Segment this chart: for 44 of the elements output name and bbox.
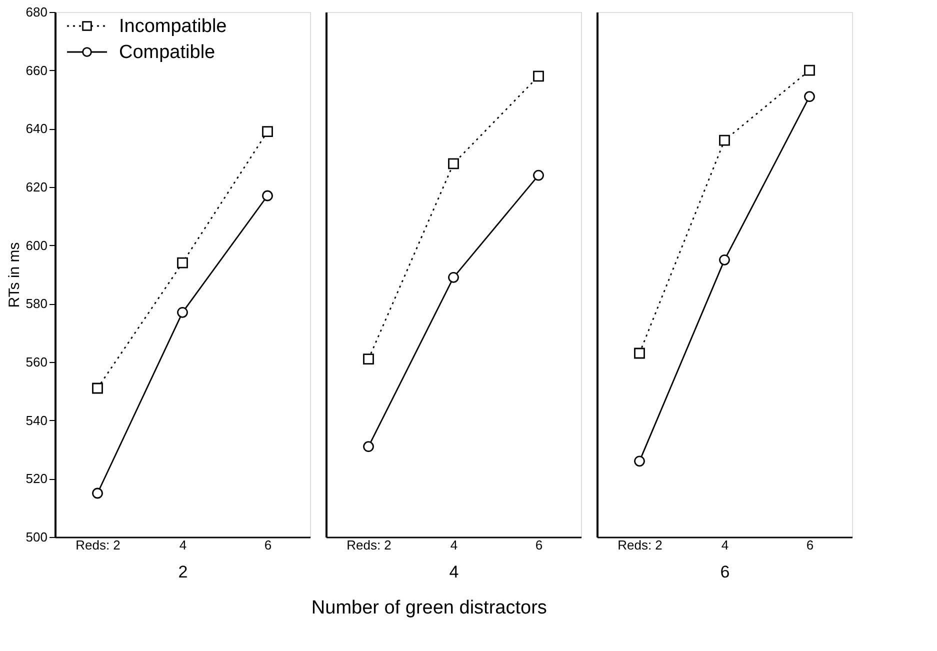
y-tick-label: 580	[26, 296, 48, 312]
y-tick-label: 640	[26, 121, 48, 136]
point	[533, 70, 544, 82]
point	[92, 488, 103, 499]
point	[448, 272, 459, 283]
point	[804, 64, 815, 76]
y-tick-label: 660	[26, 62, 48, 78]
point	[634, 348, 645, 359]
point	[262, 190, 273, 202]
x-axis-title: 6	[720, 562, 730, 582]
x-axis-title: 4	[449, 562, 459, 582]
x-tick-label: 6	[264, 538, 272, 552]
x-tick-label: Reds: 2	[346, 538, 392, 552]
y-tick-label: 600	[26, 238, 48, 253]
text: Number of green distractors	[311, 598, 547, 618]
x-tick-label: 4	[721, 538, 729, 552]
point	[262, 126, 273, 138]
point	[719, 134, 730, 146]
y-tick-label: 560	[26, 354, 48, 370]
y-tick-label: 680	[26, 4, 48, 20]
y-axis-title: RTs in ms	[6, 242, 23, 308]
y-tick-label: 540	[26, 412, 48, 428]
point	[177, 257, 188, 268]
legend-label: Incompatible	[119, 16, 227, 37]
y-tick-label: 520	[26, 471, 48, 486]
point	[804, 91, 815, 102]
point	[719, 254, 730, 266]
x-tick-label: Reds: 2	[76, 538, 120, 552]
point	[448, 158, 459, 170]
legend-label: Compatible	[119, 42, 216, 63]
x-tick-label: 4	[179, 538, 187, 552]
x-axis-title: 2	[178, 562, 188, 582]
point	[363, 441, 374, 452]
x-tick-label: 4	[450, 538, 458, 552]
point	[533, 170, 544, 181]
x-tick-label: 6	[806, 538, 814, 552]
point	[363, 354, 374, 365]
x-tick-label: Reds: 2	[618, 538, 662, 552]
y-tick-label: 620	[26, 180, 48, 194]
y-tick-label: 500	[26, 530, 48, 544]
point	[634, 456, 645, 467]
point	[177, 306, 188, 318]
x-tick-label: 6	[535, 538, 543, 552]
point	[92, 382, 103, 394]
